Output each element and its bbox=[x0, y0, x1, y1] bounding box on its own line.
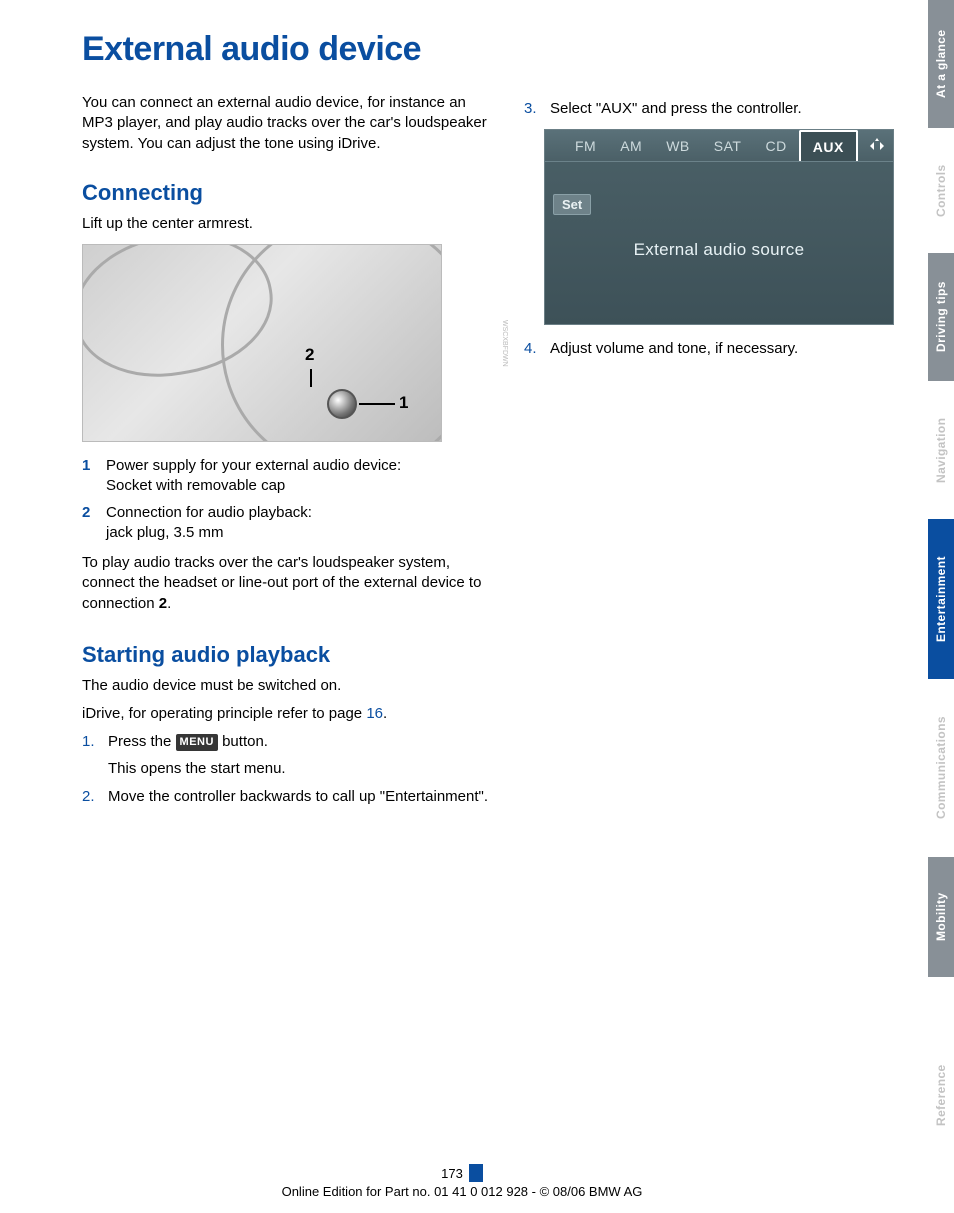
starting-p2-pre: iDrive, for operating principle refer to… bbox=[82, 705, 366, 722]
menu-button-icon: MENU bbox=[176, 734, 218, 751]
idrive-screenshot: FM AM WB SAT CD AUX Set External audio s… bbox=[544, 129, 936, 325]
def-num-1: 1 bbox=[82, 456, 106, 497]
page-number: 173 bbox=[441, 1166, 463, 1181]
section-tab-navigation[interactable]: Navigation bbox=[928, 381, 954, 519]
step-3-text: Select "AUX" and press the controller. bbox=[550, 99, 936, 119]
section-tabs: At a glanceControlsDriving tipsNavigatio… bbox=[928, 0, 954, 1213]
starting-steps: 1. Press the MENU button. This opens the… bbox=[82, 732, 494, 807]
starting-heading: Starting audio playback bbox=[82, 642, 494, 668]
figure1-callout-2: 2 bbox=[305, 345, 314, 365]
connecting-tail: To play audio tracks over the car's loud… bbox=[82, 553, 494, 614]
def-1-line2: Socket with removable cap bbox=[106, 477, 285, 494]
def-2-line1: Connection for audio playback: bbox=[106, 504, 312, 521]
page-footer: 173 Online Edition for Part no. 01 41 0 … bbox=[0, 1164, 924, 1199]
connection-definitions: 1 Power supply for your external audio d… bbox=[82, 456, 494, 543]
page-number-marker bbox=[469, 1164, 483, 1182]
idrive-tab-cd: CD bbox=[753, 130, 798, 161]
step-2-text: Move the controller backwards to call up… bbox=[108, 787, 494, 807]
starting-p2: iDrive, for operating principle refer to… bbox=[82, 704, 494, 724]
idrive-arrows-icon bbox=[867, 136, 887, 159]
connecting-lead: Lift up the center armrest. bbox=[82, 214, 494, 234]
left-column: You can connect an external audio device… bbox=[82, 93, 494, 815]
step-1-post: button. bbox=[218, 733, 268, 750]
idrive-center-label: External audio source bbox=[545, 240, 893, 260]
section-tab-mobility[interactable]: Mobility bbox=[928, 857, 954, 977]
armrest-figure: 1 2 WSCXBFDWN bbox=[82, 244, 494, 442]
intro-paragraph: You can connect an external audio device… bbox=[82, 93, 494, 154]
starting-p1: The audio device must be switched on. bbox=[82, 676, 494, 696]
def-1-line1: Power supply for your external audio dev… bbox=[106, 457, 401, 474]
step-3-number: 3. bbox=[524, 99, 550, 119]
idrive-tab-sat: SAT bbox=[702, 130, 754, 161]
starting-p2-post: . bbox=[383, 705, 387, 722]
figure1-callout-1: 1 bbox=[399, 393, 408, 413]
idrive-set-button: Set bbox=[553, 194, 591, 215]
footer-line: Online Edition for Part no. 01 41 0 012 … bbox=[0, 1184, 924, 1199]
connecting-heading: Connecting bbox=[82, 180, 494, 206]
idrive-tab-aux: AUX bbox=[799, 130, 858, 161]
right-column: 3. Select "AUX" and press the controller… bbox=[524, 93, 936, 815]
section-tab-entertainment[interactable]: Entertainment bbox=[928, 519, 954, 679]
idrive-tab-fm: FM bbox=[563, 130, 608, 161]
step-1-sub: This opens the start menu. bbox=[108, 759, 494, 779]
connecting-tail-post: . bbox=[167, 595, 171, 612]
content-area: External audio device You can connect an… bbox=[0, 0, 954, 1213]
idrive-tabbar: FM AM WB SAT CD AUX bbox=[545, 130, 893, 162]
step-4-number: 4. bbox=[524, 339, 550, 359]
idrive-tab-wb: WB bbox=[654, 130, 702, 161]
step-4-text: Adjust volume and tone, if necessary. bbox=[550, 339, 936, 359]
def-num-2: 2 bbox=[82, 503, 106, 544]
step-1-pre: Press the bbox=[108, 733, 176, 750]
section-tab-reference[interactable]: Reference bbox=[928, 977, 954, 1213]
connecting-tail-bold: 2 bbox=[159, 595, 167, 612]
connecting-tail-pre: To play audio tracks over the car's loud… bbox=[82, 554, 481, 612]
step-1-number: 1. bbox=[82, 732, 108, 779]
page-ref-16[interactable]: 16 bbox=[366, 705, 383, 722]
section-tab-controls[interactable]: Controls bbox=[928, 128, 954, 253]
step-2-number: 2. bbox=[82, 787, 108, 807]
def-2-line2: jack plug, 3.5 mm bbox=[106, 524, 224, 541]
figure1-credit: WSCXBFDWN bbox=[498, 244, 508, 442]
section-tab-communications[interactable]: Communications bbox=[928, 679, 954, 857]
section-tab-at-a-glance[interactable]: At a glance bbox=[928, 0, 954, 128]
section-tab-driving-tips[interactable]: Driving tips bbox=[928, 253, 954, 381]
idrive-tab-am: AM bbox=[608, 130, 654, 161]
page-title: External audio device bbox=[82, 30, 936, 69]
